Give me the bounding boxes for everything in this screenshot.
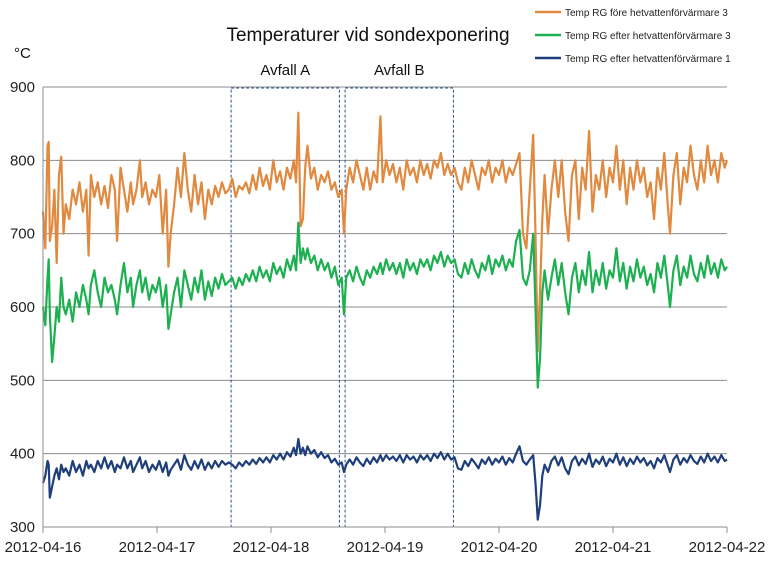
y-tick-label: 900	[10, 79, 35, 96]
x-tick-label: 2012-04-21	[575, 539, 652, 556]
legend-label: Temp RG efter hetvattenförvärmare 1	[565, 54, 731, 65]
y-tick-label: 800	[10, 152, 35, 169]
y-tick-label: 600	[10, 299, 35, 316]
legend-label: Temp RG efter hetvattenförvärmare 3	[565, 31, 731, 42]
series-line-3	[41, 437, 728, 521]
x-tick-label: 2012-04-20	[461, 539, 538, 556]
axes: 300 400 500 600 700 800 900 2012-04-16 2012-04-1…	[5, 79, 766, 556]
series-lines	[41, 111, 729, 521]
y-tick-label: 500	[10, 372, 35, 389]
x-tick-label: 2012-04-16	[5, 539, 82, 556]
legend: Temp RG före hetvattenförvärmare 3 Temp R…	[535, 8, 731, 65]
y-axis-unit: °C	[14, 45, 31, 62]
x-tick-label: 2012-04-18	[233, 539, 310, 556]
series-line-2	[41, 221, 728, 389]
region-label: Avfall B	[374, 62, 425, 79]
y-tick-label: 400	[10, 446, 35, 463]
x-tick-label: 2012-04-22	[689, 539, 766, 556]
y-tick-label: 700	[10, 226, 35, 243]
legend-label: Temp RG före hetvattenförvärmare 3	[565, 8, 728, 19]
series-line-1	[41, 111, 729, 353]
y-tick-label: 300	[10, 519, 35, 536]
x-tick-label: 2012-04-19	[347, 539, 424, 556]
region-label: Avfall A	[260, 62, 310, 79]
x-tick-label: 2012-04-17	[119, 539, 196, 556]
chart-title: Temperaturer vid sondexponering	[226, 25, 509, 46]
